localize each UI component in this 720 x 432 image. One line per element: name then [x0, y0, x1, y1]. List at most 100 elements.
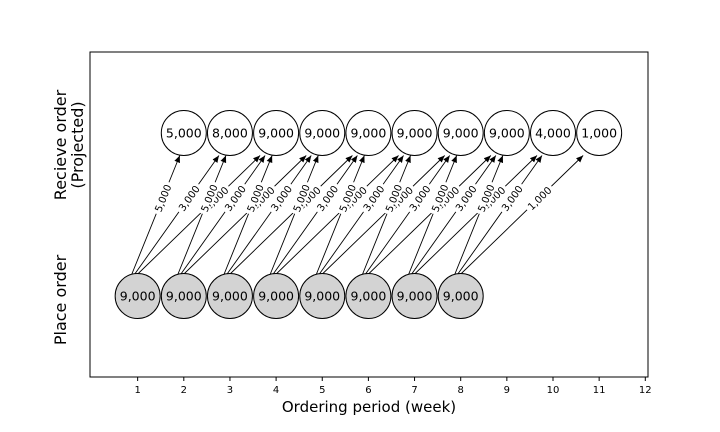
arrow-label-bg — [312, 180, 342, 216]
arrow-w6-to-w9 — [365, 155, 492, 278]
arrow-w2-to-w4 — [178, 155, 266, 278]
place-node-w8: 9,000 — [437, 273, 484, 319]
place-node-w8-circle — [437, 273, 484, 319]
receive-node-w8-circle — [437, 110, 484, 156]
place-node-w6-value: 9,000 — [351, 289, 387, 304]
receive-node-w4-value: 9,000 — [258, 126, 294, 141]
arrow-w8-to-w10 — [455, 155, 543, 278]
receive-node-w2-circle — [160, 110, 207, 156]
row-label-receive-line2: (Projected) — [68, 101, 87, 188]
place-node-w5: 9,000 — [299, 273, 346, 319]
x-tick-label-2: 2 — [181, 385, 187, 396]
receive-node-w5: 9,000 — [299, 110, 346, 156]
arrow-label-bg — [450, 180, 481, 216]
x-tick-label-9: 9 — [504, 385, 510, 396]
arrow-w2-to-w3 — [176, 155, 227, 278]
receive-node-w11-circle — [576, 110, 623, 156]
arrow-label-bg — [242, 180, 267, 217]
place-node-w1: 9,000 — [114, 273, 161, 319]
arrow-w7-to-w9 — [409, 155, 497, 278]
x-tick-label-5: 5 — [319, 385, 325, 396]
arrow-w7-to-w10 — [411, 155, 538, 278]
place-node-w2-circle — [160, 273, 207, 319]
place-node-w7: 9,000 — [391, 273, 438, 319]
receive-node-w3-circle — [206, 110, 253, 156]
receive-node-w7-value: 9,000 — [397, 126, 433, 141]
arrow-w4-to-w5 — [268, 155, 319, 278]
place-node-w5-circle — [299, 273, 346, 319]
receive-node-w9-value: 9,000 — [489, 126, 525, 141]
arrow-label-bg — [404, 180, 435, 216]
arrow-w4-to-w6 — [270, 155, 358, 278]
arrow-w6-to-w7 — [360, 155, 411, 278]
plot-frame — [89, 51, 649, 378]
place-node-w1-circle — [114, 273, 161, 319]
arrow-label-bg — [522, 181, 556, 215]
arrow-w5-to-w8 — [318, 155, 446, 278]
place-node-w3-value: 9,000 — [212, 289, 248, 304]
place-node-w4: 9,000 — [253, 273, 300, 319]
receive-node-w9: 9,000 — [483, 110, 530, 156]
receive-node-w3-value: 8,000 — [212, 126, 248, 141]
arrow-w8-to-w11 — [457, 155, 584, 278]
place-node-w3-circle — [206, 273, 253, 319]
arrow-label-bg — [289, 180, 313, 217]
place-node-w6-circle — [345, 273, 392, 319]
nodes: 5,000 8,000 9,000 9,000 9,000 9,000 9,000 9,000… — [114, 110, 623, 319]
receive-node-w10-value: 4,000 — [535, 126, 571, 141]
arrow-label-bg — [381, 180, 406, 217]
arrow-w7-to-w8 — [407, 155, 458, 278]
arrow-label-bg — [220, 180, 250, 216]
place-node-w8-value: 9,000 — [443, 289, 479, 304]
receive-node-w6: 9,000 — [345, 110, 392, 156]
arrow-label-bg — [174, 180, 204, 216]
x-tick-label-3: 3 — [227, 385, 233, 396]
receive-node-w11: 1,000 — [576, 110, 623, 156]
arrow-label-group: 1,000 — [522, 181, 556, 215]
arrow-label-bg — [497, 180, 527, 216]
arrow-label-bg — [150, 180, 175, 217]
receive-node-w7: 9,000 — [391, 110, 438, 156]
arrow-w1-to-w2 — [130, 155, 181, 278]
x-tick-label-7: 7 — [411, 385, 417, 396]
place-node-w4-value: 9,000 — [258, 289, 294, 304]
arrow-w3-to-w5 — [224, 155, 312, 278]
arrow-label-bg — [358, 180, 389, 216]
receive-node-w11-value: 1,000 — [581, 126, 617, 141]
receive-node-w3: 8,000 — [206, 110, 253, 156]
arrow-w6-to-w8 — [363, 155, 451, 278]
place-node-w2: 9,000 — [160, 273, 207, 319]
arrow-w3-to-w6 — [226, 155, 353, 278]
arrow-label-bg — [196, 180, 221, 217]
arrow-w5-to-w6 — [314, 155, 365, 278]
place-node-w7-circle — [391, 273, 438, 319]
place-node-w6: 9,000 — [345, 273, 392, 319]
arrow-w2-to-w5 — [180, 155, 307, 278]
arrow-label-bg — [427, 180, 452, 217]
x-tick-label-4: 4 — [273, 385, 279, 396]
receive-node-w6-value: 9,000 — [351, 126, 387, 141]
place-node-w3: 9,000 — [206, 273, 253, 319]
receive-node-w10: 4,000 — [530, 110, 576, 156]
receive-node-w8: 9,000 — [437, 110, 484, 156]
arrow-label-bg — [473, 180, 498, 217]
receive-node-w8-value: 9,000 — [443, 126, 479, 141]
arrow-w1-to-w3 — [132, 155, 220, 278]
x-axis: 1 2 3 4 5 6 7 8 9 10 11 12 — [134, 377, 652, 396]
receive-node-w6-circle — [345, 110, 392, 156]
place-node-w2-value: 9,000 — [166, 289, 202, 304]
x-tick-label-8: 8 — [458, 385, 464, 396]
receive-node-w9-circle — [483, 110, 530, 156]
receive-node-w2-value: 5,000 — [166, 126, 202, 141]
x-axis-label: Ordering period (week) — [282, 398, 456, 416]
arrow-label-group: 5,000 — [150, 180, 175, 217]
arrow-label-bg — [266, 180, 296, 216]
arrow-w5-to-w7 — [316, 155, 404, 278]
receive-node-w4-circle — [253, 110, 300, 156]
x-tick-label-12: 12 — [639, 385, 652, 396]
arrow-w8-to-w9 — [453, 155, 504, 278]
receive-node-w5-circle — [299, 110, 346, 156]
x-tick-label-10: 10 — [547, 385, 560, 396]
